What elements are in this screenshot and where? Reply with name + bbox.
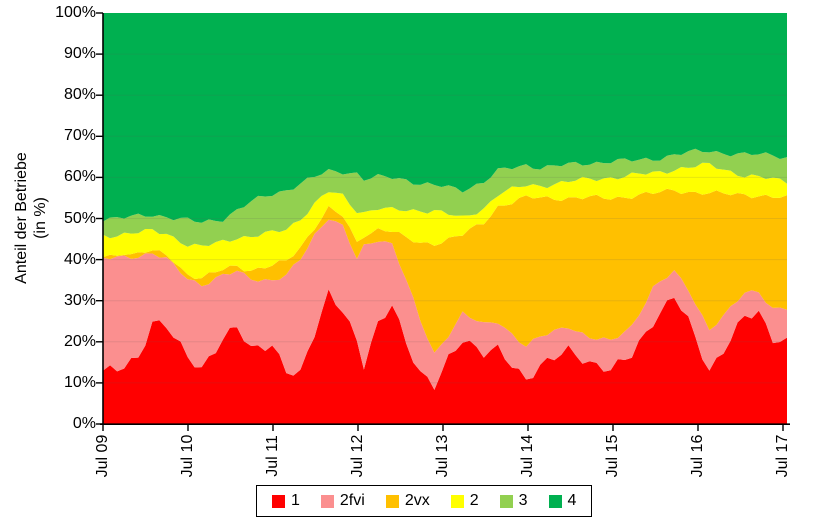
y-tick-label: 40% [63, 250, 96, 268]
x-tick-label: Jul 15 [604, 434, 621, 478]
legend-item-2vx: 2vx [385, 492, 430, 510]
legend-item-3: 3 [499, 492, 528, 510]
x-tick-label: Jul 11 [264, 435, 281, 477]
x-tick-label: Jul 14 [519, 434, 536, 478]
legend-item-2: 2 [450, 492, 479, 510]
legend-label: 4 [567, 492, 577, 509]
y-tick-label: 80% [63, 86, 96, 104]
area-series-1 [103, 289, 787, 424]
legend-item-2fvi: 2fvi [320, 492, 365, 510]
plot-svg [103, 13, 787, 424]
legend-chip-4 [548, 494, 562, 508]
x-tick-label: Jul 10 [179, 434, 196, 478]
y-tick-label: 10% [63, 373, 96, 391]
x-tick-label: Jul 12 [349, 434, 366, 478]
legend: 1 2fvi 2vx 2 3 4 [256, 485, 593, 517]
legend-label: 2 [469, 492, 479, 509]
area-series-3 [103, 148, 787, 247]
y-tick-label: 50% [63, 209, 96, 227]
area-series-2 [103, 162, 787, 279]
legend-label: 2vx [404, 492, 430, 509]
legend-chip-3 [499, 494, 513, 508]
area-series-4 [103, 13, 787, 223]
legend-chip-2vx [385, 494, 399, 508]
y-tick-label: 0% [72, 415, 96, 432]
y-tick-label: 20% [63, 332, 96, 350]
legend-item-1: 1 [272, 492, 300, 510]
legend-chip-2 [450, 494, 464, 508]
x-tick-label: Jul 09 [94, 434, 111, 478]
area-series-2vx [103, 188, 787, 353]
legend-item-4: 4 [548, 492, 577, 510]
y-tick-label: 30% [63, 291, 96, 309]
legend-label: 2fvi [339, 492, 365, 509]
legend-label: 3 [518, 492, 528, 509]
legend-chip-1 [272, 494, 285, 508]
plot-area [103, 13, 790, 424]
legend-label: 1 [291, 492, 300, 509]
x-tick-label: Jul 13 [434, 434, 451, 478]
area-series-2fvi [103, 219, 787, 390]
y-tick-label: 90% [63, 45, 96, 63]
x-tick-label: Jul 16 [689, 434, 706, 478]
y-tick-label: 60% [63, 168, 96, 186]
y-axis-title-line1: Anteil der Betriebe [13, 152, 30, 284]
y-tick-label: 100% [55, 4, 96, 21]
x-tick-label: Jul 17 [774, 434, 791, 478]
y-tick-label: 70% [63, 127, 96, 145]
legend-chip-2fvi [320, 494, 334, 508]
